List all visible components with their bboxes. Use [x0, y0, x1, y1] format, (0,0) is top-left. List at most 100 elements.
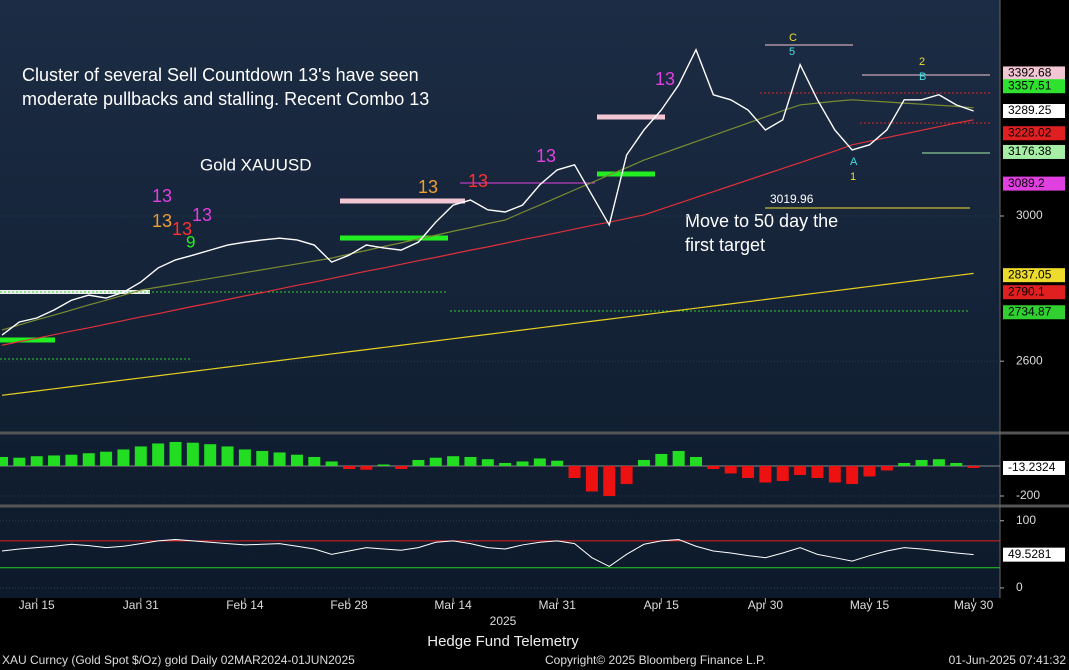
histogram-bar: [325, 461, 338, 466]
histogram-bar: [82, 453, 95, 466]
td-label: 13: [192, 205, 212, 225]
y-tick-label: 2600: [1016, 353, 1043, 367]
td-label: C: [789, 32, 797, 44]
histogram-bar: [308, 456, 321, 466]
histogram-bar: [481, 459, 494, 466]
y-tick-label: 100: [1016, 513, 1036, 527]
histogram-bar: [238, 449, 251, 466]
price-tag-label: 3357.51: [1008, 78, 1052, 92]
histogram-bar: [30, 456, 43, 466]
price-tag: [1003, 66, 1065, 81]
histogram-bar: [811, 465, 824, 478]
histogram-bar: [395, 465, 408, 469]
histogram-bar: [360, 465, 373, 470]
td-label: B: [919, 71, 926, 83]
price-tag: [1003, 103, 1065, 118]
price-tag-label: 3289.25: [1008, 103, 1052, 117]
histogram-bar: [828, 465, 841, 483]
annotation: 3019.96: [770, 192, 814, 206]
footer-title: Hedge Fund Telemetry: [427, 633, 579, 650]
td-label: 13: [152, 211, 172, 231]
x-axis-year: 2025: [490, 614, 517, 628]
x-tick-label: Apr 15: [644, 598, 680, 612]
histogram-bar: [152, 443, 165, 466]
histogram-bar: [898, 462, 911, 466]
histogram-bar: [551, 460, 564, 466]
histogram-bar: [290, 454, 303, 466]
histogram-bar: [13, 457, 26, 466]
footer-text: XAU Curncy (Gold Spot $/Oz) gold Daily 0…: [2, 653, 355, 667]
histogram-bar: [464, 456, 477, 466]
price-tag: [1003, 460, 1065, 475]
histogram-bar: [412, 459, 425, 466]
histogram-bar: [273, 452, 286, 466]
histogram-bar: [568, 465, 581, 478]
price-tag-label: 2790.1: [1008, 284, 1045, 298]
histogram-bar: [863, 465, 876, 477]
histogram-bar: [256, 450, 269, 466]
histogram-bar: [707, 465, 720, 469]
price-line: [1, 47, 974, 336]
footer-bar: [0, 652, 1069, 670]
moving-average: [1, 272, 974, 396]
price-tag: [1003, 305, 1065, 320]
histogram-bar: [48, 455, 61, 466]
plot-background: [0, 0, 1000, 598]
footer-text: Copyright© 2025 Bloomberg Finance L.P.: [545, 653, 766, 667]
td-label: 13: [418, 177, 438, 197]
histogram-bar: [637, 459, 650, 466]
histogram-bar: [65, 454, 78, 466]
x-tick-label: Apr 30: [748, 598, 784, 612]
td-label: 1: [850, 171, 856, 183]
td-label: 13: [172, 219, 192, 239]
moving-average: [1, 99, 974, 331]
histogram-bar: [846, 465, 859, 484]
x-tick-label: Jan 15: [19, 598, 55, 612]
price-tag: [1003, 176, 1065, 191]
price-tag: [1003, 144, 1065, 159]
histogram-bar: [655, 453, 668, 466]
histogram-bar: [533, 458, 546, 466]
price-tag: [1003, 126, 1065, 141]
y-tick-label: -200: [1016, 488, 1040, 502]
histogram-bar: [603, 465, 616, 496]
price-tag-label: 2837.05: [1008, 267, 1052, 281]
chart-title: Gold XAUUSD: [200, 155, 311, 174]
histogram-bar: [932, 459, 945, 466]
histogram-bar: [967, 465, 980, 468]
price-tag: [1003, 268, 1065, 283]
y-tick-label: 0: [1016, 580, 1023, 594]
annotation: first target: [685, 235, 765, 255]
histogram-bar: [672, 450, 685, 466]
x-tick-label: Mar 14: [434, 598, 472, 612]
histogram-bar: [776, 465, 789, 481]
td-label: 5: [789, 46, 795, 58]
y-tick-label: 3000: [1016, 208, 1043, 222]
histogram-bar: [221, 446, 234, 466]
histogram-bar: [585, 465, 598, 492]
histogram-bar: [690, 456, 702, 466]
price-tag-label: 3176.38: [1008, 144, 1052, 158]
price-tag-label: 3228.02: [1008, 125, 1052, 139]
histogram-bar: [343, 465, 355, 469]
price-tag: [1003, 547, 1065, 562]
price-tag-label: 2734.87: [1008, 304, 1052, 318]
td-label: 13: [536, 146, 556, 166]
td-label: A: [850, 156, 858, 168]
x-tick-label: Feb 14: [226, 598, 264, 612]
td-label: 13: [152, 186, 172, 206]
histogram-bar: [447, 456, 460, 466]
histogram-bar: [620, 465, 633, 484]
td-labels: 13 13 13 13 9 13 13 13 13 C 5 2 B A 1: [152, 32, 926, 252]
histogram-bar: [429, 457, 442, 466]
price-tag-label: 49.5281: [1008, 547, 1052, 561]
footer-text: 01-Jun-2025 07:41:32: [949, 653, 1067, 667]
x-tick-label: May 15: [850, 598, 890, 612]
annotation: Move to 50 day the: [685, 211, 838, 231]
td-label: 13: [655, 69, 675, 89]
histogram-bar: [915, 459, 928, 466]
histogram-bar: [880, 465, 893, 471]
x-tick-label: Jan 31: [123, 598, 159, 612]
histogram-bar: [377, 464, 390, 466]
